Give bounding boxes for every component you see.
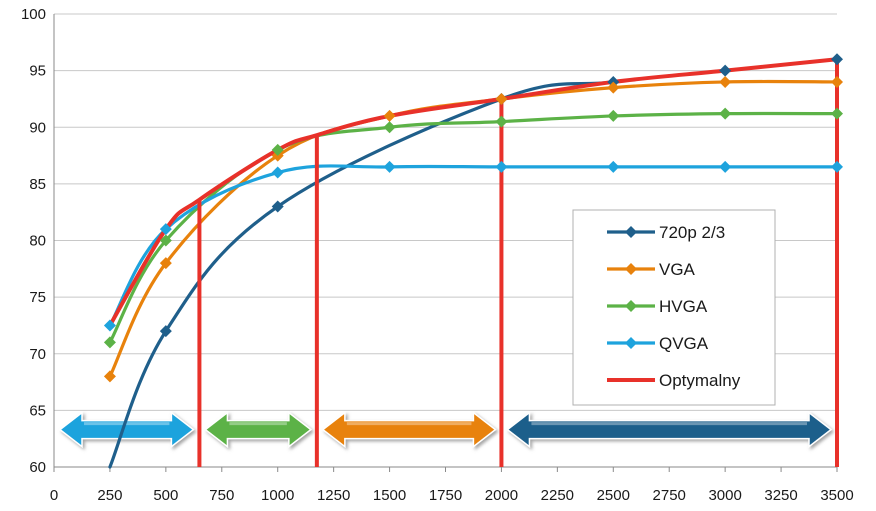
legend-box — [572, 209, 776, 406]
data-point-hvga-2000 — [495, 115, 508, 128]
x-tick-label-3000: 3000 — [708, 487, 741, 504]
legend-label-qvga: QVGA — [659, 334, 709, 353]
data-point-hvga-3000 — [719, 107, 732, 120]
data-point-720p-2-3-3500 — [831, 53, 843, 66]
legend-marker-vga — [625, 263, 637, 275]
axes — [53, 14, 838, 472]
x-tick-label-2250: 2250 — [541, 487, 574, 504]
data-point-qvga-2500 — [607, 160, 620, 173]
series-markers — [103, 53, 843, 383]
data-point-vga-2000 — [495, 92, 508, 105]
series-line-qvga — [108, 164, 839, 328]
data-point-qvga-3500 — [831, 160, 843, 173]
x-tick-label-2000: 2000 — [485, 487, 518, 504]
series-line-optymalny — [107, 57, 839, 328]
legend-label-vga: VGA — [659, 260, 696, 279]
data-point-hvga-3500 — [831, 107, 843, 120]
data-point-hvga-250 — [103, 336, 116, 349]
range-arrows — [58, 411, 833, 449]
x-tick-label-2750: 2750 — [653, 487, 686, 504]
legend-label-hvga: HVGA — [659, 297, 708, 316]
data-point-vga-250 — [103, 370, 116, 383]
data-point-vga-1500 — [383, 109, 396, 122]
x-tick-label-250: 250 — [97, 487, 122, 504]
range-arrow-2 — [204, 411, 313, 449]
legend-marker-hvga — [625, 300, 637, 312]
data-point-720p-2-3-3000 — [719, 64, 732, 77]
x-tick-label-1750: 1750 — [429, 487, 462, 504]
data-point-qvga-250 — [103, 319, 116, 332]
range-arrow-3 — [321, 411, 497, 449]
vertical-range-lines — [197, 59, 839, 467]
data-point-qvga-2000 — [495, 160, 508, 173]
y-tick-label-95: 95 — [29, 63, 46, 80]
x-tick-label-3500: 3500 — [820, 487, 853, 504]
data-point-hvga-1500 — [383, 121, 396, 134]
y-tick-label-75: 75 — [29, 289, 46, 306]
y-tick-label-70: 70 — [29, 346, 46, 363]
data-point-qvga-500 — [159, 223, 172, 236]
data-point-qvga-1000 — [271, 166, 284, 179]
data-point-720p-2-3-1000 — [271, 200, 284, 213]
data-point-vga-2500 — [607, 81, 620, 94]
data-point-vga-500 — [159, 257, 172, 270]
data-point-vga-3000 — [719, 75, 732, 88]
legend-marker-qvga — [625, 337, 637, 349]
data-point-720p-2-3-500 — [159, 325, 172, 338]
x-tick-label-3250: 3250 — [764, 487, 797, 504]
x-tick-label-0: 0 — [50, 487, 58, 504]
x-tick-label-1250: 1250 — [317, 487, 350, 504]
data-point-hvga-500 — [159, 234, 172, 247]
series-line-hvga — [108, 111, 839, 345]
data-point-vga-3500 — [831, 75, 843, 88]
x-tick-label-750: 750 — [209, 487, 234, 504]
legend-label-optymalny: Optymalny — [659, 371, 741, 390]
y-tick-label-60: 60 — [29, 459, 46, 476]
x-tick-label-500: 500 — [153, 487, 178, 504]
data-point-qvga-1500 — [383, 160, 396, 173]
data-point-hvga-1000 — [271, 143, 284, 156]
y-tick-label-90: 90 — [29, 119, 46, 136]
data-point-qvga-3000 — [719, 160, 732, 173]
range-arrow-4 — [506, 411, 833, 449]
y-tick-label-80: 80 — [29, 233, 46, 250]
x-tick-label-2500: 2500 — [597, 487, 630, 504]
legend: 720p 2/3 VGA HVGA QVGA Optymalny — [572, 209, 776, 406]
range-arrow-1 — [58, 411, 195, 449]
x-tick-label-1500: 1500 — [373, 487, 406, 504]
y-tick-label-85: 85 — [29, 176, 46, 193]
x-tick-label-1000: 1000 — [261, 487, 294, 504]
data-point-hvga-2500 — [607, 109, 620, 122]
y-tick-label-100: 100 — [21, 6, 46, 23]
legend-label-720p-2-3: 720p 2/3 — [659, 223, 725, 242]
legend-marker-720p-2-3 — [625, 226, 637, 238]
y-tick-label-65: 65 — [29, 402, 46, 419]
